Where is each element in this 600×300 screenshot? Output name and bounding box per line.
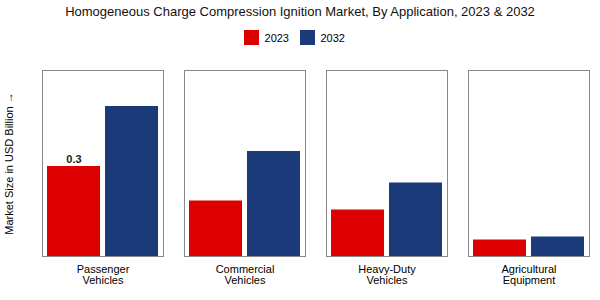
svg-text:Market Size in USD Billion →: Market Size in USD Billion →	[3, 92, 15, 234]
svg-text:CommercialVehicles: CommercialVehicles	[216, 263, 275, 286]
html-text:2023: 2023	[264, 31, 289, 44]
html-text:2032: 2032	[320, 31, 345, 44]
svg-text:PassengerVehicles: PassengerVehicles	[77, 263, 130, 286]
svg-text:0.3: 0.3	[66, 152, 81, 164]
svg-text:AgriculturalEquipment: AgriculturalEquipment	[501, 263, 556, 286]
html-text:Homogeneous Charge Compression: Homogeneous Charge Compression Ignition …	[65, 4, 535, 19]
svg-text:Heavy-DutyVehicles: Heavy-DutyVehicles	[358, 263, 416, 286]
